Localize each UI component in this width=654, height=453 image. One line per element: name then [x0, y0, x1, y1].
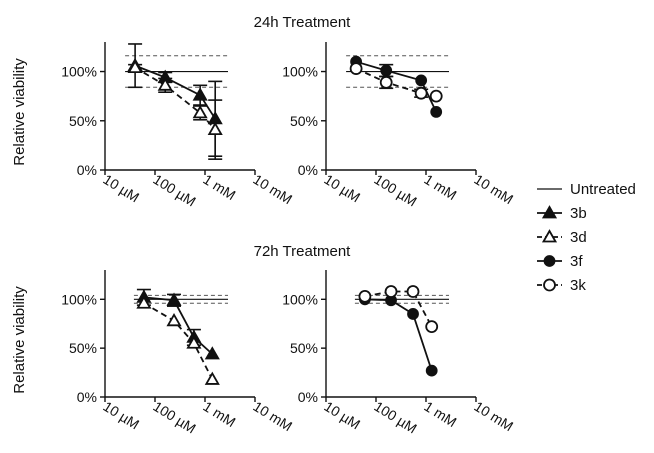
- point-3k: [425, 320, 439, 334]
- point-3d: [186, 335, 202, 349]
- y-tick-label: 0%: [298, 162, 318, 178]
- legend-marker: [543, 255, 556, 267]
- point-3k: [429, 89, 443, 103]
- x-tick-label: 1 mM: [200, 171, 238, 203]
- legend-item-3f: 3f: [537, 253, 583, 270]
- x-tick-label: 100 µM: [371, 398, 419, 436]
- x-tick-label: 100 µM: [150, 398, 198, 436]
- point-3d: [127, 59, 143, 73]
- x-tick-label: 10 mM: [471, 171, 516, 207]
- x-tick-label: 10 mM: [471, 398, 516, 434]
- x-tick-label: 100 µM: [371, 171, 419, 209]
- x-tick-label: 10 mM: [250, 171, 295, 207]
- legend-label: 3b: [570, 205, 587, 222]
- y-tick-label: 50%: [290, 340, 318, 356]
- y-tick-label: 0%: [77, 162, 97, 178]
- x-tick-label: 10 µM: [321, 171, 363, 205]
- point-3f: [407, 308, 419, 320]
- series-line-3d: [134, 66, 216, 131]
- x-tick-label: 1 mM: [421, 398, 459, 430]
- series-line-3b: [134, 64, 216, 120]
- point-3k: [414, 86, 428, 100]
- series-line-3f: [355, 60, 438, 113]
- y-tick-label: 0%: [298, 389, 318, 405]
- y-tick-label: 50%: [69, 340, 97, 356]
- panel-2: 100% 50% 0%10 µM 100 µM 1 mM 10 mM: [282, 42, 516, 209]
- series-line-3k: [355, 67, 437, 98]
- point-3d: [204, 371, 220, 385]
- legend-item-3k: 3k: [537, 277, 586, 294]
- row-1-ylabel: Relative viability: [11, 58, 28, 166]
- point-3k: [349, 62, 363, 75]
- panels: 100%50%0%10 µM 100 µM 1 mM 10 mM100%50%0%10…: [61, 42, 516, 436]
- series-3k: [349, 62, 443, 103]
- point-3b: [192, 87, 208, 101]
- series-3d: [136, 295, 220, 385]
- series-3b: [127, 43, 223, 158]
- y-tick-label: 100%: [61, 64, 97, 80]
- legend-item-3b: 3b: [537, 205, 587, 222]
- x-tick-label: 10 µM: [321, 398, 363, 432]
- row-1-title: 24h Treatment: [254, 14, 352, 31]
- point-3d: [136, 295, 152, 309]
- point-3b: [166, 292, 182, 306]
- point-3k: [406, 285, 420, 298]
- legend-label: 3f: [570, 253, 583, 270]
- point-3k: [379, 75, 393, 89]
- point-3d: [207, 121, 223, 136]
- legend-marker: [541, 205, 558, 219]
- series-3f: [359, 293, 438, 377]
- x-tick-label: 1 mM: [421, 171, 459, 203]
- point-3k: [358, 289, 372, 303]
- y-tick-label: 100%: [282, 64, 318, 80]
- series-3k: [358, 285, 439, 334]
- point-3b: [204, 346, 220, 360]
- series-line-3f: [364, 298, 433, 371]
- legend-item-Untreated: Untreated: [537, 181, 636, 198]
- x-tick-label: 1 mM: [200, 398, 238, 430]
- row-2-title: 72h Treatment: [254, 243, 352, 260]
- y-tick-label: 100%: [282, 291, 318, 307]
- y-tick-label: 100%: [61, 291, 97, 307]
- point-3k: [384, 285, 398, 298]
- y-tick-label: 0%: [77, 389, 97, 405]
- point-3d: [192, 105, 208, 119]
- series-3d: [127, 59, 223, 160]
- series-line-3b: [143, 296, 213, 355]
- legend-marker: [541, 229, 558, 243]
- legend-label: 3d: [570, 229, 587, 246]
- point-3d: [166, 312, 182, 327]
- legend-label: Untreated: [570, 181, 636, 198]
- x-tick-label: 10 mM: [250, 398, 295, 434]
- legend-marker: [543, 278, 556, 292]
- point-3f: [415, 74, 428, 87]
- legend-item-3d: 3d: [537, 229, 587, 246]
- point-3f: [430, 106, 443, 118]
- row-2-ylabel: Relative viability: [11, 286, 28, 394]
- point-3f: [425, 364, 438, 377]
- point-3d: [157, 77, 173, 91]
- legend: Untreated 3b 3d 3f 3k: [537, 181, 636, 294]
- y-tick-label: 50%: [69, 113, 97, 129]
- legend-label: 3k: [570, 277, 586, 294]
- x-tick-label: 100 µM: [150, 171, 198, 209]
- x-tick-label: 10 µM: [100, 171, 142, 205]
- y-tick-label: 50%: [290, 113, 318, 129]
- series-line-3k: [364, 290, 433, 328]
- panel-3: 100% 50% 0%10 µM 100 µM 1 mM 10 mM: [61, 270, 295, 436]
- x-tick-label: 10 µM: [100, 398, 142, 432]
- series-line-3d: [143, 302, 214, 380]
- point-3f: [380, 64, 393, 77]
- panel-4: 100% 50% 0%10 µM 100 µM 1 mM 10 mM: [282, 270, 516, 436]
- panel-1: 100% 50% 0%10 µM 100 µM 1 mM 10 mM: [61, 42, 295, 209]
